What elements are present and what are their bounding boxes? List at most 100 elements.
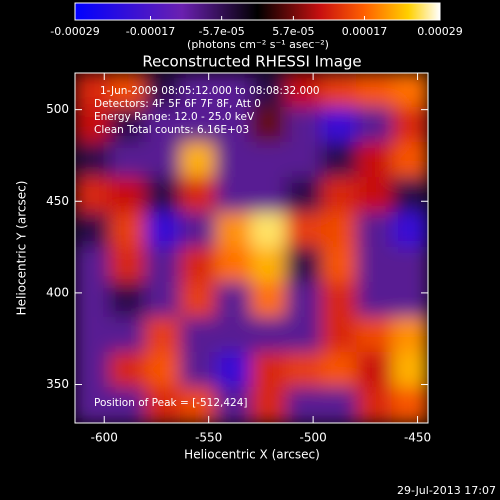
- cell: [109, 177, 147, 214]
- cell: [215, 142, 253, 179]
- x-tick-label: -550: [195, 431, 222, 445]
- cell: [250, 352, 288, 389]
- image: [75, 73, 428, 423]
- cell: [391, 73, 428, 109]
- cell: [250, 387, 288, 423]
- cell: [321, 142, 359, 179]
- cell: [109, 247, 147, 284]
- cell: [356, 317, 394, 354]
- y-tick-label: 400: [46, 285, 69, 299]
- cells: [75, 73, 428, 423]
- cell: [391, 387, 428, 423]
- cell: [285, 212, 324, 249]
- cell: [144, 247, 182, 284]
- cell: [75, 282, 112, 319]
- cell: [285, 142, 324, 179]
- cell: [356, 142, 394, 179]
- x-tick-label: -600: [91, 431, 118, 445]
- colorbar: [74, 2, 441, 21]
- cell: [179, 212, 218, 249]
- cell: [250, 177, 288, 214]
- cell: [144, 387, 182, 423]
- cell: [215, 387, 253, 423]
- cell: [250, 73, 288, 109]
- cell: [75, 142, 112, 179]
- cell: [321, 282, 359, 319]
- colorbar-tick-label: 0.00029: [417, 25, 463, 38]
- cell: [109, 212, 147, 249]
- x-tick-label: -450: [404, 431, 431, 445]
- cell: [75, 212, 112, 249]
- cell: [179, 282, 218, 319]
- cell: [215, 73, 253, 109]
- cell: [285, 352, 324, 389]
- cell: [391, 282, 428, 319]
- cell: [75, 177, 112, 214]
- cell: [179, 177, 218, 214]
- cell: [144, 282, 182, 319]
- cell: [179, 142, 218, 179]
- cell: [215, 107, 253, 144]
- cell: [356, 352, 394, 389]
- cell: [250, 282, 288, 319]
- cell: [144, 142, 182, 179]
- cell: [215, 177, 253, 214]
- cell: [250, 247, 288, 284]
- cell: [215, 282, 253, 319]
- cell: [321, 352, 359, 389]
- annotation: Energy Range: 12.0 - 25.0 keV: [94, 111, 255, 123]
- cell: [109, 387, 147, 423]
- colorbar-label: (photons cm⁻² s⁻¹ asec⁻²): [187, 38, 329, 51]
- cell: [285, 73, 324, 109]
- chart-title: Reconstructed RHESSI Image: [142, 53, 361, 71]
- cell: [250, 317, 288, 354]
- cell: [321, 212, 359, 249]
- cell: [179, 352, 218, 389]
- cell: [391, 177, 428, 214]
- cell: [179, 387, 218, 423]
- cell: [391, 352, 428, 389]
- cell: [391, 317, 428, 354]
- colorbar-tick-label: -0.00029: [50, 25, 99, 38]
- cell: [250, 107, 288, 144]
- cell: [144, 212, 182, 249]
- peak-note: Position of Peak = [-512,424]: [94, 397, 248, 409]
- cell: [144, 177, 182, 214]
- cell: [321, 247, 359, 284]
- cell: [356, 107, 394, 144]
- cell: [109, 352, 147, 389]
- cell: [356, 387, 394, 423]
- cell: [75, 73, 112, 109]
- cell: [391, 107, 428, 144]
- cell: [356, 282, 394, 319]
- cell: [285, 317, 324, 354]
- colorbar-tick-label: 5.7e-05: [272, 25, 314, 38]
- cell: [109, 142, 147, 179]
- colorbar-tick-label: 0.00017: [342, 25, 388, 38]
- cell: [285, 177, 324, 214]
- cell: [75, 247, 112, 284]
- cell: [215, 352, 253, 389]
- cell: [250, 212, 288, 249]
- plot-frame: [74, 72, 429, 424]
- cell: [75, 352, 112, 389]
- cell: [109, 73, 147, 109]
- colorbar-tick-label: -0.00017: [126, 25, 175, 38]
- cell: [179, 247, 218, 284]
- cell: [391, 142, 428, 179]
- cell: [285, 107, 324, 144]
- annotation: Clean Total counts: 6.16E+03: [94, 124, 249, 136]
- cell: [179, 317, 218, 354]
- cell: [75, 317, 112, 354]
- cell: [109, 282, 147, 319]
- colorbar-tick-label: -5.7e-05: [199, 25, 245, 38]
- cell: [356, 73, 394, 109]
- annotation: Detectors: 4F 5F 6F 7F 8F, Att 0: [94, 98, 261, 110]
- cell: [215, 317, 253, 354]
- cell: [356, 212, 394, 249]
- cell: [179, 107, 218, 144]
- x-axis-label: Heliocentric X (arcsec): [184, 448, 320, 462]
- cell: [179, 73, 218, 109]
- cell: [321, 73, 359, 109]
